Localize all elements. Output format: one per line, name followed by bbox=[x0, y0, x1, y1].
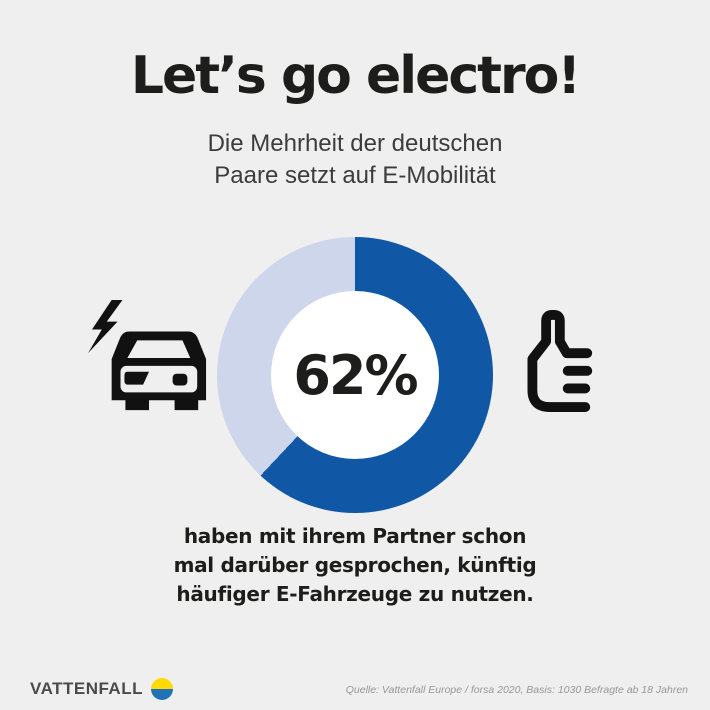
electric-car-icon bbox=[86, 300, 214, 418]
statement-text: haben mit ihrem Partner schon mal darübe… bbox=[173, 524, 537, 606]
page-subtitle: Die Mehrheit der deutschen Paare setzt a… bbox=[207, 130, 503, 190]
brand-logo: VATTENFALL bbox=[30, 678, 173, 700]
brand-name: VATTENFALL bbox=[30, 679, 143, 698]
source-note: Quelle: Vattenfall Europe / forsa 2020, … bbox=[345, 684, 688, 696]
page-title: Let’s go electro! bbox=[130, 46, 581, 106]
donut-chart: 62% bbox=[217, 237, 493, 513]
brand-circle-icon bbox=[150, 678, 173, 700]
donut-hole: 62% bbox=[271, 291, 439, 459]
thumbs-up-icon bbox=[503, 310, 601, 414]
donut-center-label: 62% bbox=[293, 343, 418, 407]
lightning-bolt-icon bbox=[88, 300, 123, 354]
